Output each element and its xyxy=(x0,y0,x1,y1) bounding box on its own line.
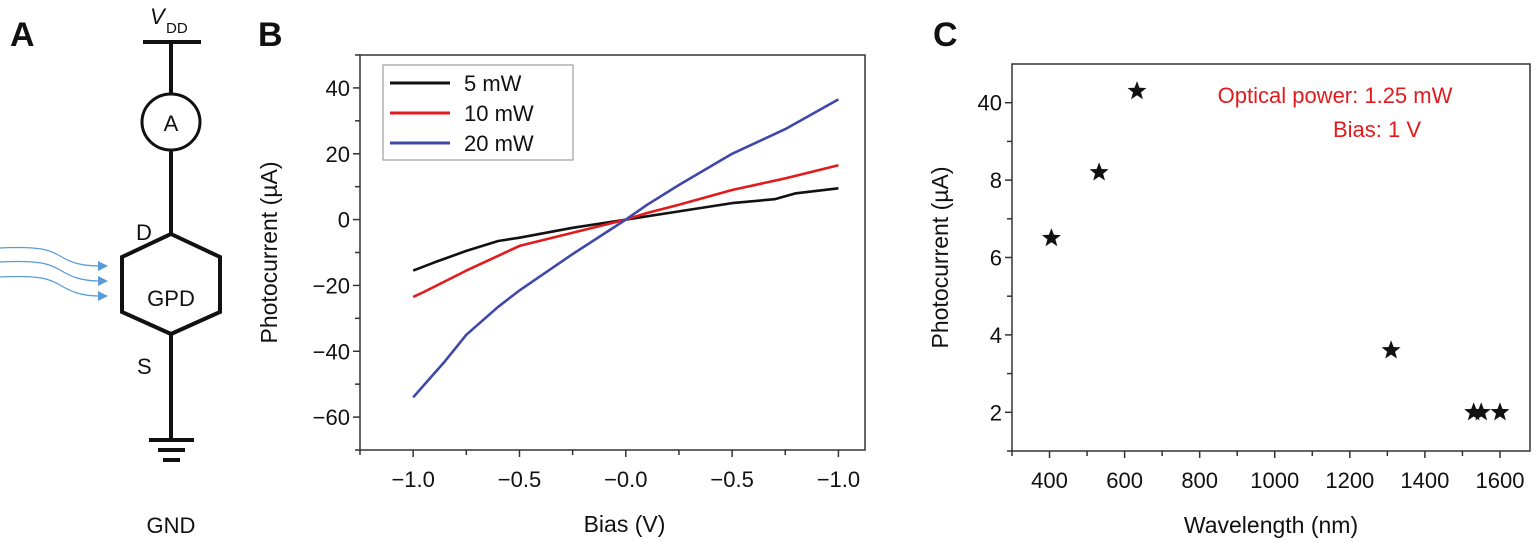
y-tick-label: −40 xyxy=(313,339,350,364)
y-tick-label: 2 xyxy=(990,400,1002,425)
y-tick-label: 20 xyxy=(326,142,350,167)
series-line-20-mw xyxy=(412,98,840,399)
y-axis-label: Photocurrent (µA) xyxy=(256,162,282,344)
y-tick-label: −60 xyxy=(313,405,350,430)
annotation-bias: Bias: 1 V xyxy=(1333,117,1421,142)
drain-label: D xyxy=(136,220,152,245)
plot-frame xyxy=(1011,63,1531,452)
light-ray xyxy=(0,246,101,267)
y-tick-label: 40 xyxy=(978,91,1002,116)
ground-label: GND xyxy=(147,513,196,538)
chart-bias-photocurrent: −1.0 −0.5 −0.0 −0.5 −1.0 −60 −40 −20 0 20 40 Bias (… xyxy=(256,54,866,537)
x-tick-label: 400 xyxy=(1031,468,1068,493)
annotation-optical-power: Optical power: 1.25 mW xyxy=(1218,83,1453,108)
x-tick-label: −1.0 xyxy=(391,467,434,492)
legend-label: 20 mW xyxy=(464,131,534,156)
y-tick-label: 8 xyxy=(990,168,1002,193)
source-label: S xyxy=(137,354,152,379)
light-ray xyxy=(0,275,101,297)
x-tick-label: −1.0 xyxy=(817,467,860,492)
data-point-star xyxy=(1127,81,1147,100)
series-line-5-mw xyxy=(412,187,839,272)
data-point-star xyxy=(1471,402,1491,421)
light-ray xyxy=(0,260,101,282)
legend-label: 10 mW xyxy=(464,101,534,126)
y-tick-label: −20 xyxy=(313,273,350,298)
data-point-star xyxy=(1089,162,1109,181)
y-tick-label: 6 xyxy=(990,246,1002,271)
arrow-head-icon xyxy=(98,276,108,286)
y-tick-label: 40 xyxy=(326,76,350,101)
panel-label-c: C xyxy=(933,16,958,54)
data-point-star xyxy=(1381,340,1401,359)
x-tick-label: 1400 xyxy=(1400,468,1449,493)
vdd-label: V xyxy=(150,4,167,29)
x-tick-label: 1200 xyxy=(1325,468,1374,493)
y-tick-label: 4 xyxy=(990,323,1002,348)
arrow-head-icon xyxy=(98,291,108,301)
y-tick-label: 0 xyxy=(338,208,350,233)
x-tick-label: 600 xyxy=(1106,468,1143,493)
data-point-star xyxy=(1041,228,1061,247)
ammeter-label: A xyxy=(164,111,179,136)
series-line-10-mw xyxy=(412,164,839,299)
legend: 5 mW 10 mW 20 mW xyxy=(382,64,574,161)
data-point-star xyxy=(1464,402,1484,421)
y-axis-label: Photocurrent (µA) xyxy=(927,167,953,349)
data-point-star xyxy=(1490,402,1510,421)
vdd-subscript: DD xyxy=(166,20,188,37)
gpd-device-symbol xyxy=(120,231,222,337)
x-axis-label: Wavelength (nm) xyxy=(1184,512,1358,538)
x-axis-label: Bias (V) xyxy=(584,511,666,537)
legend-label: 5 mW xyxy=(464,71,522,96)
panel-label-b: B xyxy=(258,16,283,54)
x-tick-label: 1000 xyxy=(1250,468,1299,493)
incident-light-arrows xyxy=(0,246,108,301)
x-tick-label: −0.0 xyxy=(604,467,647,492)
panel-label-a: A xyxy=(10,16,35,54)
x-tick-label: 1600 xyxy=(1475,468,1524,493)
gpd-label: GPD xyxy=(147,286,195,311)
circuit-schematic: V DD A D GPD S GND xyxy=(0,4,222,538)
x-tick-label: 800 xyxy=(1181,468,1218,493)
chart-wavelength-photocurrent: 400 600 800 1000 1200 1400 1600 2 4 6 8 40 Wavelengt… xyxy=(927,63,1531,538)
x-tick-label: −0.5 xyxy=(710,467,753,492)
arrow-head-icon xyxy=(98,261,108,271)
x-tick-label: −0.5 xyxy=(498,467,541,492)
